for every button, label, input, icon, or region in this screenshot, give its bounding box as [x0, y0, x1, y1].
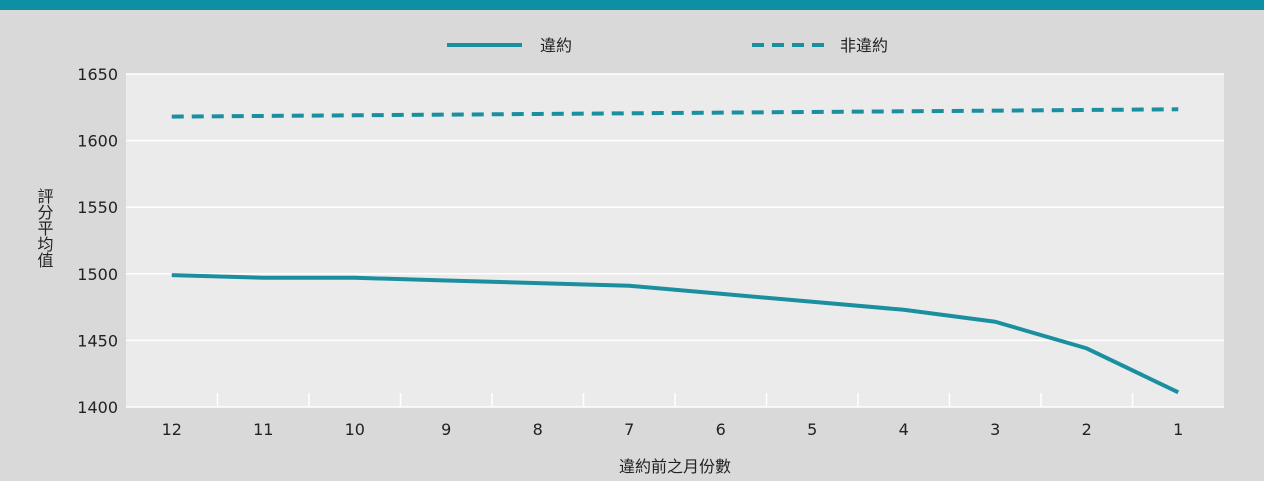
y-tick-label: 1450	[77, 331, 118, 350]
x-tick-label: 8	[533, 420, 543, 439]
series-line-non-default	[171, 107, 1179, 119]
x-tick-label: 11	[253, 420, 273, 439]
legend-label-default: 違約	[540, 36, 572, 55]
x-tick-label: 9	[441, 420, 451, 439]
x-tick-label: 1	[1173, 420, 1183, 439]
y-tick-label: 1400	[77, 398, 118, 417]
header-bar	[0, 0, 1264, 10]
y-tick-label: 1500	[77, 265, 118, 284]
y-tick-label: 1650	[77, 65, 118, 84]
x-tick-label: 4	[899, 420, 909, 439]
x-tick-label: 10	[345, 420, 365, 439]
x-tick-label: 2	[1082, 420, 1092, 439]
x-tick-label: 6	[716, 420, 726, 439]
x-axis-title: 違約前之月份數	[619, 457, 731, 476]
plot-area	[126, 74, 1224, 407]
y-axis-ticks: 1400 1450 1500 1550 1600 1650	[77, 65, 118, 417]
y-tick-label: 1550	[77, 198, 118, 217]
y-tick-label: 1600	[77, 132, 118, 151]
x-axis-ticks: 12 11 10 9 8 7 6 5 4 3 2 1	[162, 393, 1183, 439]
series-line-default	[171, 273, 1180, 395]
series-layer	[171, 107, 1180, 395]
x-tick-label: 3	[990, 420, 1000, 439]
y-axis-title: 評分平均值	[35, 188, 54, 268]
x-tick-label: 5	[807, 420, 817, 439]
x-tick-label: 7	[624, 420, 634, 439]
legend: 違約 非違約	[447, 36, 888, 55]
legend-label-non-default: 非違約	[840, 36, 888, 55]
x-tick-label: 12	[162, 420, 182, 439]
